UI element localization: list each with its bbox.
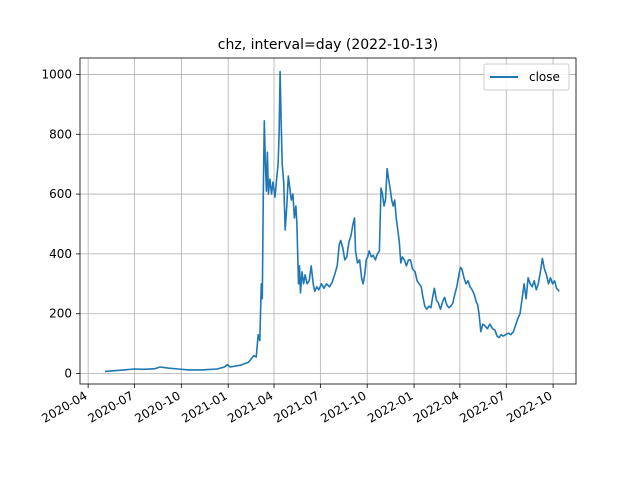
y-tick-label: 200 [49,307,72,321]
legend-label: close [529,70,560,84]
y-tick-label: 0 [64,367,72,381]
x-tick-label: 2021-10 [318,388,368,425]
y-axis-ticks: 0 200 400 600 800 1000 [41,67,80,381]
x-tick-label: 2022-10 [504,388,554,425]
y-tick-label: 600 [49,187,72,201]
legend-box [483,63,570,91]
y-tick-label: 400 [49,247,72,261]
x-tick-label: 2020-07 [86,388,136,425]
x-tick-label: 2020-04 [39,388,89,425]
chart-title: chz, interval=day (2022-10-13) [218,37,438,53]
grid-lines [80,58,576,384]
x-axis-ticks: 2020-042020-072020-102021-012021-042021-… [39,384,555,426]
x-tick-label: 2021-04 [225,388,275,425]
close-series-line [104,70,560,373]
x-tick-label: 2020-10 [132,388,182,425]
x-tick-label: 2022-07 [457,388,507,425]
x-tick-label: 2022-01 [365,388,415,425]
x-tick-label: 2022-04 [411,388,461,425]
legend: close [483,63,570,91]
x-tick-label: 2021-07 [271,388,321,425]
plot-area-frame [79,57,577,385]
y-tick-label: 800 [49,127,72,141]
y-tick-label: 1000 [41,67,72,81]
x-tick-label: 2021-01 [179,388,229,425]
